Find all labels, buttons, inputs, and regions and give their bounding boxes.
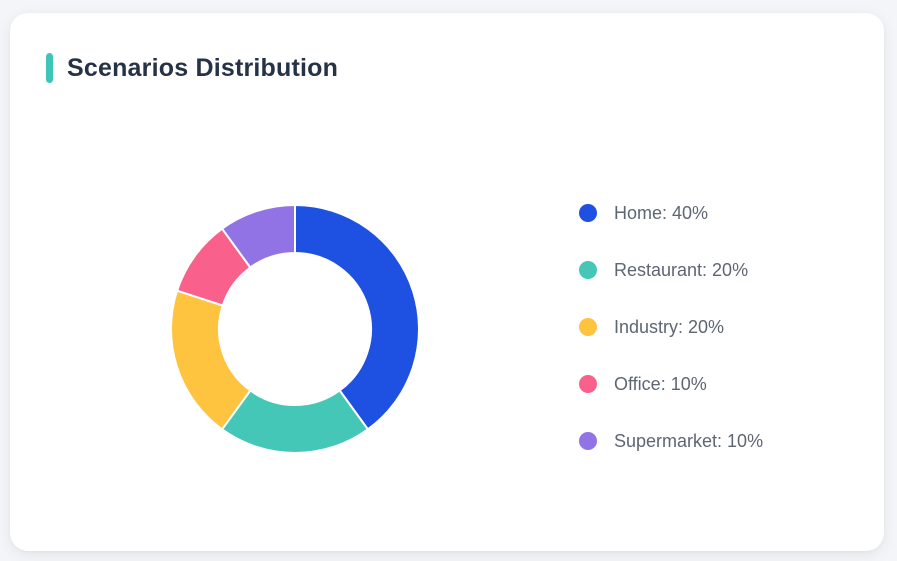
legend-label: Supermarket: 10%	[614, 430, 764, 451]
donut-slice-industry[interactable]	[170, 289, 252, 431]
legend-item-home[interactable]: Home: 40%	[579, 203, 763, 223]
legend-item-supermarket[interactable]: Supermarket: 10%	[579, 431, 763, 451]
title-accent-bar	[46, 53, 53, 83]
legend-label: Office: 10%	[614, 373, 707, 394]
office-color-dot-icon	[579, 375, 597, 393]
supermarket-color-dot-icon	[579, 432, 597, 450]
card-header: Scenarios Distribution	[46, 53, 338, 83]
chart-legend: Home: 40% Restaurant: 20% Industry: 20% …	[579, 203, 763, 451]
legend-label: Industry: 20%	[614, 316, 725, 337]
home-color-dot-icon	[579, 204, 597, 222]
donut-chart	[160, 194, 430, 464]
industry-color-dot-icon	[579, 318, 597, 336]
legend-label: Home: 40%	[614, 202, 709, 223]
restaurant-color-dot-icon	[579, 261, 597, 279]
legend-item-office[interactable]: Office: 10%	[579, 374, 763, 394]
page-title: Scenarios Distribution	[67, 53, 339, 82]
donut-slice-supermarket[interactable]	[221, 204, 296, 269]
donut-svg	[170, 204, 420, 454]
legend-label: Restaurant: 20%	[614, 259, 749, 280]
donut-slice-home[interactable]	[294, 204, 420, 431]
scenarios-distribution-card: Scenarios Distribution Home: 40% Restaur…	[10, 13, 884, 551]
legend-item-restaurant[interactable]: Restaurant: 20%	[579, 260, 763, 280]
legend-item-industry[interactable]: Industry: 20%	[579, 317, 763, 337]
